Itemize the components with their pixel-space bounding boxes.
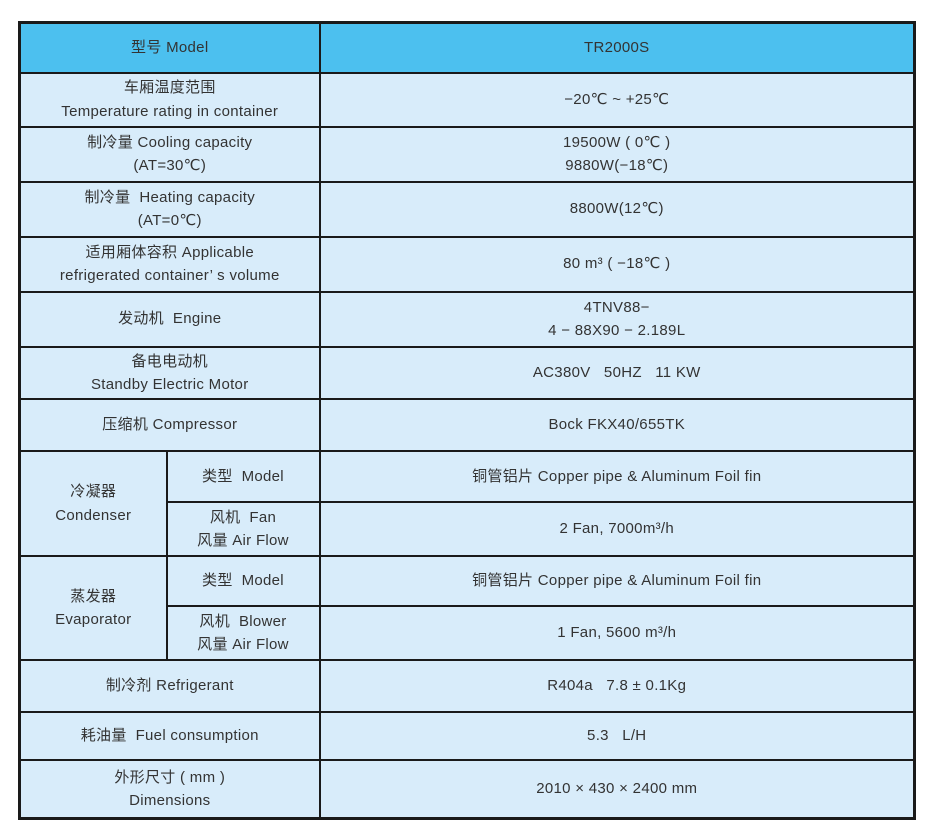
cell-label-refrigerant: 制冷剂 Refrigerant (18, 659, 321, 713)
row-evaporator-model: 蒸发器 Evaporator 类型 Model 铜管铝片 Copper pipe… (18, 555, 916, 661)
row-evaporator-blower: 风机 Blower 风量 Air Flow 1 Fan, 5600 m³/h (20, 605, 916, 661)
row-container-volume: 适用厢体容积 Applicable refrigerated container… (18, 235, 916, 293)
cell-value-condenser-model: 铜管铝片 Copper pipe & Aluminum Foil fin (318, 450, 916, 503)
row-fuel-consumption: 耗油量 Fuel consumption 5.3 L/H (18, 711, 916, 761)
cell-label-condenser-fan: 风机 Fan 风量 Air Flow (165, 501, 321, 557)
row-refrigerant: 制冷剂 Refrigerant R404a 7.8 ± 0.1Kg (18, 659, 916, 713)
row-condenser-fan: 风机 Fan 风量 Air Flow 2 Fan, 7000m³/h (20, 501, 916, 557)
cell-value-compressor: Bock FKX40/655TK (318, 398, 916, 452)
cell-label-evaporator-blower: 风机 Blower 风量 Air Flow (165, 605, 321, 661)
cell-label-engine: 发动机 Engine (18, 290, 321, 348)
row-heating-capacity: 制冷量 Heating capacity (AT=0℃) 8800W(12℃) (18, 180, 916, 238)
cell-value-engine: 4TNV88− 4 − 88X90 − 2.189L (318, 290, 916, 348)
row-dimensions: 外形尺寸 ( mm ) Dimensions 2010 × 430 × 2400… (18, 759, 916, 819)
cell-value-temperature-rating: −20℃ ~ +25℃ (318, 71, 916, 128)
cell-label-standby-motor: 备电电动机 Standby Electric Motor (18, 345, 321, 400)
cell-label-container-volume: 适用厢体容积 Applicable refrigerated container… (18, 235, 321, 293)
row-standby-motor: 备电电动机 Standby Electric Motor AC380V 50HZ… (18, 345, 916, 400)
row-cooling-capacity: 制冷量 Cooling capacity (AT=30℃) 19500W ( 0… (18, 125, 916, 183)
cell-group-evaporator: 蒸发器 Evaporator (18, 555, 168, 661)
row-compressor: 压缩机 Compressor Bock FKX40/655TK (18, 398, 916, 452)
row-temperature-rating: 车厢温度范围 Temperature rating in container −… (18, 71, 916, 128)
cell-label-model: 型号 Model (18, 21, 321, 74)
cell-value-evaporator-model: 铜管铝片 Copper pipe & Aluminum Foil fin (318, 555, 916, 607)
row-condenser-model: 冷凝器 Condenser 类型 Model 铜管铝片 Copper pipe … (18, 450, 916, 557)
cell-label-dimensions: 外形尺寸 ( mm ) Dimensions (18, 759, 321, 819)
cell-value-dimensions: 2010 × 430 × 2400 mm (318, 759, 916, 819)
cell-group-condenser: 冷凝器 Condenser (18, 450, 168, 557)
cell-label-cooling-capacity: 制冷量 Cooling capacity (AT=30℃) (18, 125, 321, 183)
cell-value-evaporator-blower: 1 Fan, 5600 m³/h (318, 605, 916, 661)
cell-value-standby-motor: AC380V 50HZ 11 KW (318, 345, 916, 400)
cell-value-condenser-fan: 2 Fan, 7000m³/h (318, 501, 916, 557)
row-model: 型号 Model TR2000S (18, 21, 916, 74)
cell-label-heating-capacity: 制冷量 Heating capacity (AT=0℃) (18, 180, 321, 238)
cell-label-compressor: 压缩机 Compressor (18, 398, 321, 452)
cell-label-fuel-consumption: 耗油量 Fuel consumption (18, 711, 321, 761)
cell-value-fuel-consumption: 5.3 L/H (318, 711, 916, 761)
cell-value-cooling-capacity: 19500W ( 0℃ ) 9880W(−18℃) (318, 125, 916, 183)
cell-value-refrigerant: R404a 7.8 ± 0.1Kg (318, 659, 916, 713)
row-engine: 发动机 Engine 4TNV88− 4 − 88X90 − 2.189L (18, 290, 916, 348)
cell-value-model: TR2000S (318, 21, 916, 74)
cell-value-container-volume: 80 m³ ( −18℃ ) (318, 235, 916, 293)
cell-value-heating-capacity: 8800W(12℃) (318, 180, 916, 238)
cell-label-temperature-rating: 车厢温度范围 Temperature rating in container (18, 71, 321, 128)
spec-table: 型号 Model TR2000S 车厢温度范围 Temperature rati… (18, 21, 916, 820)
cell-label-condenser-model: 类型 Model (165, 450, 321, 503)
cell-label-evaporator-model: 类型 Model (165, 555, 321, 607)
